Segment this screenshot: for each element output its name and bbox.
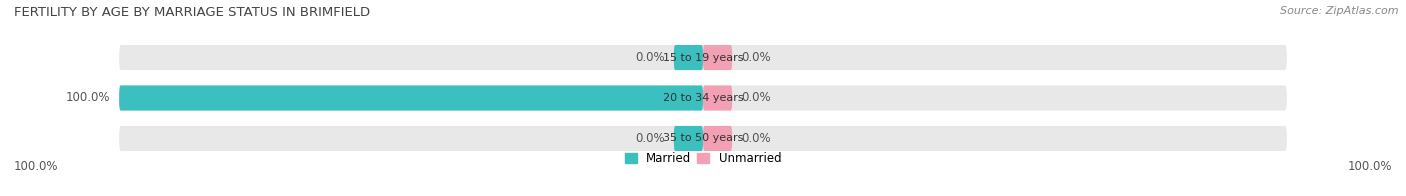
Text: FERTILITY BY AGE BY MARRIAGE STATUS IN BRIMFIELD: FERTILITY BY AGE BY MARRIAGE STATUS IN B…	[14, 6, 370, 19]
FancyBboxPatch shape	[673, 126, 703, 151]
Text: 100.0%: 100.0%	[1347, 160, 1392, 172]
Text: 35 to 50 years: 35 to 50 years	[662, 133, 744, 143]
Legend: Married, Unmarried: Married, Unmarried	[624, 152, 782, 165]
FancyBboxPatch shape	[120, 85, 703, 111]
Text: 0.0%: 0.0%	[741, 132, 770, 145]
Text: 0.0%: 0.0%	[741, 51, 770, 64]
Text: 20 to 34 years: 20 to 34 years	[662, 93, 744, 103]
FancyBboxPatch shape	[703, 126, 733, 151]
Text: 0.0%: 0.0%	[636, 51, 665, 64]
Text: 0.0%: 0.0%	[636, 132, 665, 145]
FancyBboxPatch shape	[120, 45, 1286, 70]
FancyBboxPatch shape	[703, 85, 733, 111]
FancyBboxPatch shape	[703, 45, 733, 70]
Text: 15 to 19 years: 15 to 19 years	[662, 53, 744, 63]
Text: 100.0%: 100.0%	[66, 92, 111, 104]
Text: Source: ZipAtlas.com: Source: ZipAtlas.com	[1281, 6, 1399, 16]
Text: 100.0%: 100.0%	[14, 160, 59, 172]
Text: 0.0%: 0.0%	[741, 92, 770, 104]
FancyBboxPatch shape	[120, 126, 1286, 151]
FancyBboxPatch shape	[673, 45, 703, 70]
FancyBboxPatch shape	[120, 85, 1286, 111]
